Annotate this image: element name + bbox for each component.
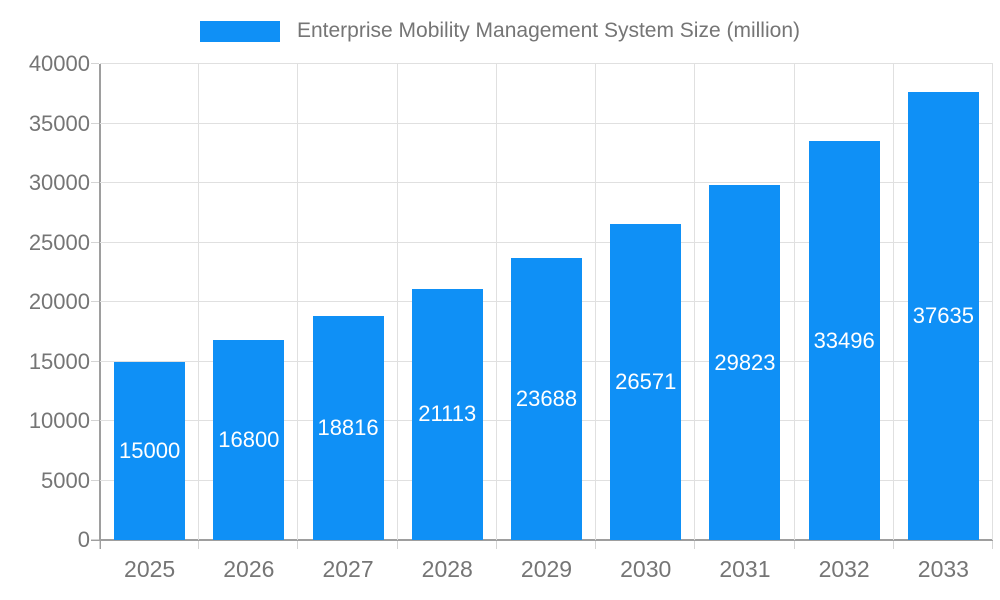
bar-value-label: 33496 xyxy=(813,327,875,353)
bar-value-label: 18816 xyxy=(317,415,379,441)
x-axis-tick xyxy=(396,541,398,549)
x-axis-tick xyxy=(297,541,299,549)
x-axis-tick xyxy=(595,541,597,549)
x-axis-line xyxy=(91,539,993,541)
x-axis-label: 2032 xyxy=(818,556,870,582)
bar-2026[interactable]: 16800 xyxy=(213,340,285,540)
y-axis-label: 35000 xyxy=(28,110,90,136)
v-gridline xyxy=(892,64,894,540)
y-axis-tick xyxy=(91,420,99,421)
bar-value-label: 16800 xyxy=(218,427,280,453)
bar-2030[interactable]: 26571 xyxy=(610,223,682,540)
v-gridline xyxy=(198,64,200,540)
x-axis-label: 2026 xyxy=(223,556,275,582)
y-axis-labels: 0 5000 10000 15000 20000 25000 30000 35000 40000 xyxy=(0,53,90,551)
y-axis-label: 25000 xyxy=(28,229,90,255)
bar-2027[interactable]: 18816 xyxy=(312,316,384,540)
v-gridline xyxy=(694,64,696,540)
bar-value-label: 15000 xyxy=(119,437,181,463)
y-axis-tick xyxy=(91,479,99,481)
y-axis-tick xyxy=(91,182,99,183)
y-axis-tick xyxy=(91,360,99,362)
h-gridline xyxy=(100,241,993,243)
x-axis-label: 2029 xyxy=(520,556,573,582)
v-gridline xyxy=(793,64,795,540)
y-axis-label: 20000 xyxy=(28,289,90,314)
y-axis-label: 30000 xyxy=(28,170,90,195)
v-gridline xyxy=(495,64,497,540)
plot-area: 15000 16800 18816 21113 23688 26571 29823 33496… xyxy=(91,63,993,549)
x-axis-label: 2025 xyxy=(124,556,176,582)
x-axis-tick xyxy=(198,541,200,549)
y-axis-label: 5000 xyxy=(41,467,90,493)
y-axis-tick xyxy=(91,301,99,302)
bar-2028[interactable]: 21113 xyxy=(411,288,483,540)
x-axis-label: 2031 xyxy=(719,556,771,582)
bar-2031[interactable]: 29823 xyxy=(709,185,781,540)
v-gridline xyxy=(297,64,299,540)
v-gridline xyxy=(595,64,597,540)
y-axis-tick xyxy=(91,539,99,540)
y-axis-label: 10000 xyxy=(28,408,90,433)
x-axis-tick xyxy=(992,541,993,549)
y-axis-label: 15000 xyxy=(28,348,90,374)
y-axis-label: 40000 xyxy=(28,51,90,76)
bar-2025[interactable]: 15000 xyxy=(114,361,186,540)
x-axis-label: 2028 xyxy=(421,556,473,582)
v-gridline xyxy=(396,64,398,540)
x-axis-label: 2033 xyxy=(917,556,969,582)
bar-value-label: 21113 xyxy=(418,401,477,427)
x-axis-tick xyxy=(99,541,100,549)
x-axis-tick xyxy=(495,541,497,549)
x-axis-label: 2030 xyxy=(620,556,672,582)
legend[interactable]: Enterprise Mobility Management System Si… xyxy=(0,17,1000,45)
x-axis-label: 2027 xyxy=(322,556,374,582)
h-gridline xyxy=(100,63,993,64)
bar-2032[interactable]: 33496 xyxy=(808,141,880,540)
x-axis-tick xyxy=(694,541,696,549)
v-gridline xyxy=(992,64,993,540)
h-gridline xyxy=(100,182,993,183)
x-axis-tick xyxy=(793,541,795,549)
y-axis-line xyxy=(99,64,101,549)
bar-value-label: 26571 xyxy=(615,368,677,394)
y-axis-tick xyxy=(91,241,99,243)
h-gridline xyxy=(100,122,993,124)
legend-swatch-icon xyxy=(199,20,280,42)
y-axis-tick xyxy=(91,63,99,64)
bar-value-label: 37635 xyxy=(912,303,974,329)
y-axis-tick xyxy=(91,122,99,124)
bar-2033[interactable]: 37635 xyxy=(907,92,979,540)
bar-value-label: 23688 xyxy=(515,386,578,412)
bar-value-label: 29823 xyxy=(714,349,776,375)
legend-label: Enterprise Mobility Management System Si… xyxy=(296,19,800,42)
y-axis-label: 0 xyxy=(77,527,90,552)
bar-2029[interactable]: 23688 xyxy=(511,258,582,540)
x-axis-tick xyxy=(892,541,894,549)
x-axis-labels: 2025 2026 2027 2028 2029 2030 2031 2032 2033 xyxy=(100,556,993,590)
